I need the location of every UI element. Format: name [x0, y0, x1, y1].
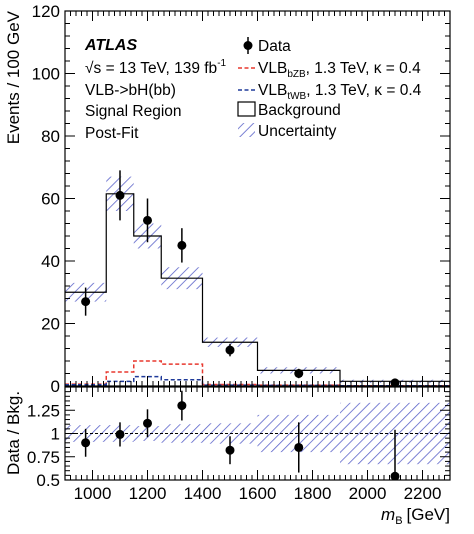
ratio-point-marker	[294, 442, 304, 452]
legend-label-vlb-twb: VLBtWB, 1.3 TeV, κ = 0.4	[258, 82, 422, 102]
legend-entry-vlb-twb: VLBtWB, 1.3 TeV, κ = 0.4	[238, 82, 422, 102]
ratio-y-tick-label: 1	[51, 425, 60, 444]
data-point-marker	[294, 369, 304, 378]
legend-twb-sub: tWB	[287, 91, 306, 102]
ratio-x-axis: 1000 1200 1400 1600 1800 2000 2200	[64, 387, 451, 503]
signal-bzb-histogram	[65, 360, 450, 386]
legend-label-uncertainty: Uncertainty	[258, 123, 337, 140]
legend-bzb-suffix: , 1.3 TeV, κ = 0.4	[306, 60, 421, 77]
main-y-axis-title: Events / 100 GeV	[4, 10, 23, 144]
ratio-point	[177, 390, 187, 421]
x-tick-label: 1800	[294, 484, 332, 503]
x-axis-title-var: m	[381, 505, 395, 524]
background-histogram	[65, 193, 450, 382]
x-tick-label: 1400	[184, 484, 222, 503]
x-axis-title: mB [GeV]	[381, 505, 450, 527]
x-tick-label: 1000	[74, 484, 112, 503]
legend-uncertainty-swatch	[238, 123, 255, 137]
ratio-point-marker	[177, 401, 187, 411]
signal-twb-histogram	[65, 375, 450, 386]
ratio-y-tick-label: 0.75	[27, 448, 60, 467]
y-tick-label: 60	[41, 190, 60, 209]
x-axis-title-sub: B	[395, 515, 402, 527]
ratio-point	[143, 409, 152, 438]
ratio-point	[81, 428, 91, 457]
x-tick-label: 2000	[349, 484, 387, 503]
atlas-label: ATLAS	[84, 37, 137, 54]
legend: Data VLBbZB, 1.3 TeV, κ = 0.4 VLBtWB, 1.…	[237, 37, 422, 140]
legend-entry-background: Background	[237, 101, 341, 119]
main-panel: 0 20 40 60 80 100 120 Events / 100 GeV	[4, 2, 451, 396]
plot-annotations: ATLAS √s = 13 TeV, 139 fb-1 VLB->bH(bb) …	[84, 37, 227, 142]
energy-superscript: -1	[217, 58, 226, 69]
data-point-marker	[143, 215, 152, 225]
y-tick-label: 100	[32, 65, 60, 84]
legend-entry-vlb-bzb: VLBbZB, 1.3 TeV, κ = 0.4	[238, 60, 421, 80]
data-point	[294, 368, 304, 379]
ratio-y-axis: 0.5 0.75 1 1.25	[27, 386, 450, 490]
legend-label-vlb-bzb: VLBbZB, 1.3 TeV, κ = 0.4	[258, 60, 421, 80]
x-tick-label: 1200	[129, 484, 167, 503]
data-point-marker	[81, 297, 91, 307]
ratio-panel: 0.5 0.75 1 1.25 1000 1200 1400 1600 1800 2000 220…	[4, 386, 451, 527]
legend-entry-data: Data	[243, 37, 291, 55]
data-point	[177, 228, 187, 263]
ratio-point-marker	[115, 429, 125, 439]
channel-label: VLB->bH(bb)	[85, 82, 176, 99]
data-point	[81, 287, 91, 316]
ratio-y-axis-title: Data / Bkg.	[4, 391, 23, 475]
ratio-y-tick-label: 0.5	[36, 471, 60, 490]
y-tick-label: 20	[41, 315, 60, 334]
energy-label: √s = 13 TeV, 139 fb-1	[85, 58, 227, 77]
data-points	[81, 170, 400, 388]
x-axis-title-unit: [GeV]	[407, 505, 450, 524]
ratio-point	[225, 436, 235, 465]
legend-twb-main: VLB	[258, 82, 287, 99]
legend-data-marker	[243, 41, 253, 50]
y-tick-label: 0	[51, 377, 60, 396]
fit-label: Post-Fit	[85, 125, 139, 142]
data-point-marker	[225, 345, 235, 355]
main-y-axis: 0 20 40 60 80 100 120	[32, 2, 450, 396]
ratio-point	[115, 422, 125, 447]
ratio-point-marker	[143, 418, 152, 428]
data-point-marker	[177, 240, 187, 250]
region-label: Signal Region	[85, 103, 182, 120]
legend-bzb-main: VLB	[258, 60, 287, 77]
legend-twb-suffix: , 1.3 TeV, κ = 0.4	[306, 82, 421, 99]
x-tick-label: 1600	[239, 484, 277, 503]
legend-background-box	[237, 101, 256, 117]
y-tick-label: 80	[41, 127, 60, 146]
data-point	[225, 343, 235, 357]
ratio-point-marker	[81, 438, 91, 448]
x-tick-label: 2200	[404, 484, 442, 503]
ratio-point	[294, 422, 304, 473]
main-x-ticks	[64, 11, 451, 386]
data-point-marker	[115, 190, 125, 200]
legend-label-data: Data	[258, 38, 291, 55]
ratio-point-marker	[225, 445, 235, 455]
y-tick-label: 120	[32, 2, 60, 21]
legend-label-background: Background	[258, 102, 341, 119]
energy-text: √s = 13 TeV, 139 fb	[85, 60, 217, 77]
legend-bzb-sub: bZB	[287, 69, 306, 80]
ratio-y-tick-label: 1.25	[27, 401, 60, 420]
y-tick-label: 40	[41, 252, 60, 271]
legend-entry-uncertainty: Uncertainty	[238, 123, 337, 140]
data-point	[115, 170, 125, 221]
data-point	[143, 198, 152, 243]
